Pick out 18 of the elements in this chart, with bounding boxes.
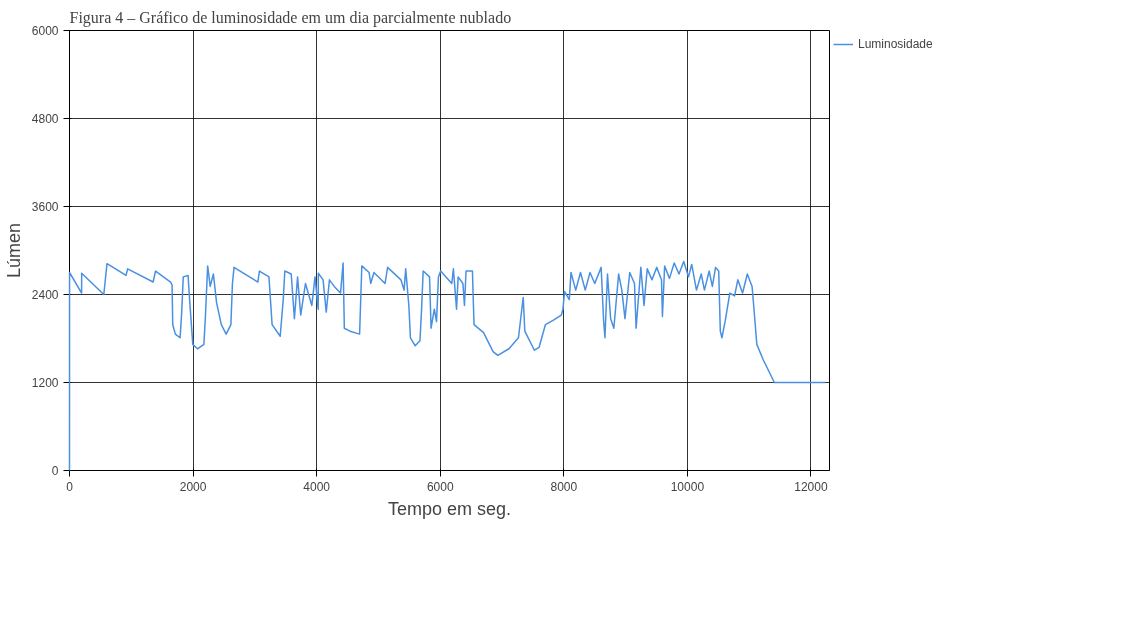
- x-tick-label: 6000: [426, 479, 454, 494]
- x-tick-label: 2000: [179, 479, 207, 494]
- x-tick-label: 12000: [794, 479, 828, 494]
- line-series: [68, 260, 826, 472]
- chart-title: Figura 4 – Gráfico de luminosidade em um dia parcialmente nublado: [69, 8, 512, 27]
- x-tick-label: 8000: [550, 479, 578, 494]
- y-tick-label: 0: [51, 464, 59, 478]
- y-tick-label: 1200: [31, 376, 59, 390]
- x-tick-label: 4000: [303, 479, 331, 494]
- y-tick-label: 4800: [31, 112, 59, 126]
- y-tick-label: 3600: [31, 200, 59, 214]
- x-axis-title: Tempo em seg.: [387, 498, 512, 519]
- y-tick-label: 2400: [31, 288, 59, 302]
- y-axis-title: Lúmen: [3, 222, 24, 279]
- x-tick-label: 0: [66, 479, 74, 494]
- y-tick-label: 6000: [31, 24, 59, 38]
- x-tick-label: 10000: [670, 479, 705, 494]
- legend-label: Luminosidade: [858, 37, 933, 51]
